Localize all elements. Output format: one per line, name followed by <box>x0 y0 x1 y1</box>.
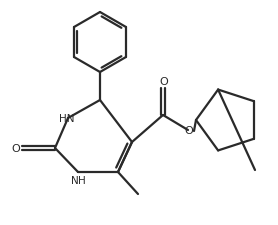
Text: O: O <box>185 126 193 136</box>
Text: H: H <box>78 176 86 186</box>
Text: O: O <box>160 77 168 87</box>
Text: O: O <box>12 144 20 154</box>
Text: N: N <box>71 176 79 186</box>
Text: HN: HN <box>59 114 75 124</box>
